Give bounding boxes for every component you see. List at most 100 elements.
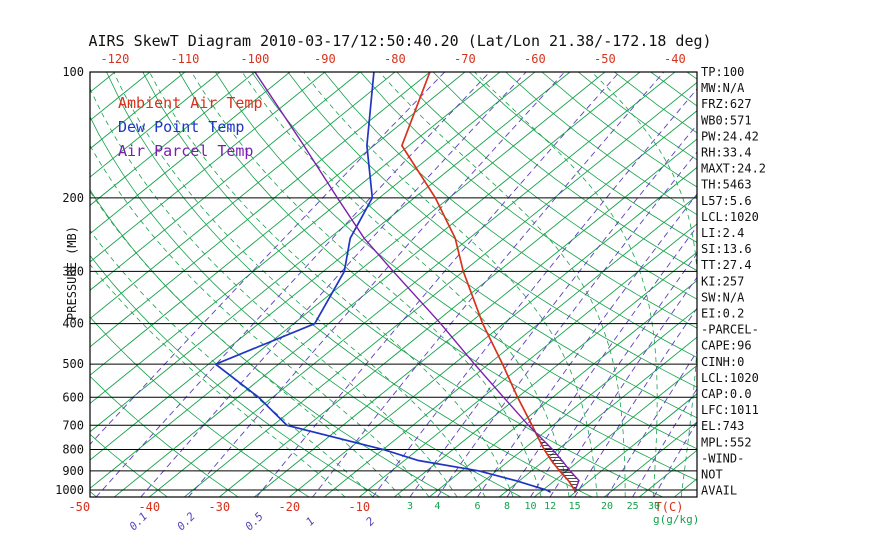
dry-adiabat-line [90,375,239,497]
stats-line: RH:33.4 [701,146,752,160]
top-temp-tick-label: -110 [170,52,199,66]
stats-line: TP:100 [701,65,744,79]
pressure-tick-label: 1000 [55,483,84,497]
stats-line: LCL:1020 [701,210,759,224]
isotherm-line [359,223,697,497]
moist-adiabat-line [113,72,486,497]
isotherm-line [90,72,221,178]
pressure-tick-label: 800 [62,443,84,457]
isotherm-line [90,72,396,320]
stats-line: PW:24.42 [701,129,759,143]
stats-line: KI:257 [701,274,744,288]
legend-item-dew-point-temp: Dew Point Temp [118,118,244,136]
isotherm-line [604,421,697,497]
stats-line: MPL:552 [701,435,752,449]
dry-adiabat-line [360,72,697,329]
top-temp-tick-label: -40 [664,52,686,66]
grid-layer [90,72,697,497]
mixratio-tick-label: 6 [474,501,480,512]
isotherm-line [534,364,697,497]
stats-line: WB0:571 [701,113,752,127]
stats-line: TT:27.4 [701,258,752,272]
pressure-tick-label: 900 [62,464,84,478]
bottom-temp-tick-label: -40 [138,500,160,514]
mixing-ratio-line [312,72,665,497]
isotherm-line [90,72,536,433]
stats-line: EL:743 [701,419,744,433]
isotherm-line [219,110,697,497]
stats-line: LFC:1011 [701,403,759,417]
moist-adiabat-line [90,190,402,497]
isotherm-line [90,72,501,405]
top-temp-tick-label: -100 [240,52,269,66]
dry-adiabat-line [396,72,697,300]
isotherm-line [569,393,697,497]
temp-unit-label: T(C) [655,500,684,514]
mixratio-unit-label: g(g/kg) [653,513,699,526]
top-temp-tick-label: -80 [384,52,406,66]
mixing-ratio-line [436,151,697,497]
mixing-ratio-line [549,276,697,497]
dry-adiabat-line [178,72,697,481]
pressure-tick-label: 200 [62,191,84,205]
mixratio-tick-label: 15 [569,501,581,512]
dry-adiabat-line [142,72,664,497]
isotherm-line [184,81,697,497]
labels-layer: AIRS SkewT Diagram 2010-03-17/12:50:40.2… [55,32,766,533]
mixratio-tick-label: 12 [544,501,556,512]
isotherm-line [90,72,361,291]
stats-line: L57:5.6 [701,194,752,208]
dry-adiabat-line [90,316,310,497]
moist-adiabat-line [241,72,570,497]
bottom-temp-tick-label: -20 [278,500,300,514]
isotherm-line [90,72,431,348]
isotherm-line [324,195,697,497]
dry-adiabat-line [251,72,697,419]
bottom-temp-tick-label: -30 [208,500,230,514]
dry-adiabat-line [90,433,168,497]
isotherm-line [289,166,697,497]
isotherm-line [394,251,697,497]
stats-line: CINH:0 [701,355,744,369]
mixing-ratio-line [530,252,697,497]
legend-item-air-parcel-temp: Air Parcel Temp [118,142,253,160]
stats-line: SW:N/A [701,290,745,304]
pressure-tick-label: 700 [62,418,84,432]
dry-adiabat-line [106,72,593,497]
moist-adiabat-line [591,72,697,497]
pressure-tick-label: 400 [62,317,84,331]
air-parcel-temp-curve [254,72,580,493]
stats-line: MW:N/A [701,81,745,95]
mixing-ratio-line [140,72,527,497]
top-temp-tick-label: -90 [314,52,336,66]
isotherm-line [90,72,256,206]
bottom-temp-tick-label: -50 [68,500,90,514]
stats-line: -PARCEL- [701,323,759,337]
mixing-ratio-line [372,88,697,497]
stats-line: AVAIL [701,484,737,498]
moist-adiabat-line [379,72,626,497]
mixing-ratio-line [188,72,565,497]
dry-adiabat-line [90,254,381,497]
isotherm-line [90,72,291,235]
top-temp-tick-label: -120 [100,52,129,66]
isotherm-line [90,72,186,150]
stats-line: SI:13.6 [701,242,752,256]
mixratio-tick-label: 30 [648,501,660,512]
mixing-ratio-line [90,72,446,445]
mixing-ratio-line [506,225,697,497]
pressure-tick-label: 300 [62,264,84,278]
moist-adiabat-line [191,72,542,497]
mixing-ratio-line [95,72,491,497]
stats-line: NOT [701,468,723,482]
ambient-air-temp-curve [400,72,576,493]
isotherm-line [90,72,466,376]
stats-line: EI:0.2 [701,307,744,321]
stats-line: -WIND- [701,451,744,465]
bottom-temp-tick-label: -10 [348,500,370,514]
mixing-ratio-line [477,193,697,497]
stats-line: FRZ:627 [701,97,752,111]
pressure-axis-label: PRESSURE (MB) [65,226,79,320]
isotherm-line [90,72,326,263]
mixratio-tick-label: 20 [601,501,613,512]
